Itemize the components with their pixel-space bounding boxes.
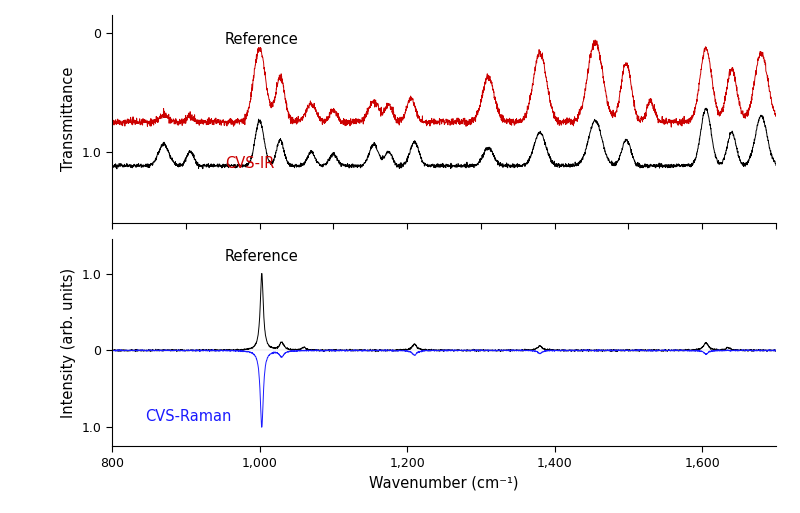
Text: CVS-Raman: CVS-Raman [146,409,231,424]
Text: Reference: Reference [225,32,298,47]
X-axis label: Wavenumber (cm⁻¹): Wavenumber (cm⁻¹) [370,475,518,490]
Text: Reference: Reference [225,249,298,265]
Y-axis label: Intensity (arb. units): Intensity (arb. units) [61,268,76,418]
Y-axis label: Transmittance: Transmittance [61,67,76,171]
Text: CVS-IR: CVS-IR [225,156,274,171]
